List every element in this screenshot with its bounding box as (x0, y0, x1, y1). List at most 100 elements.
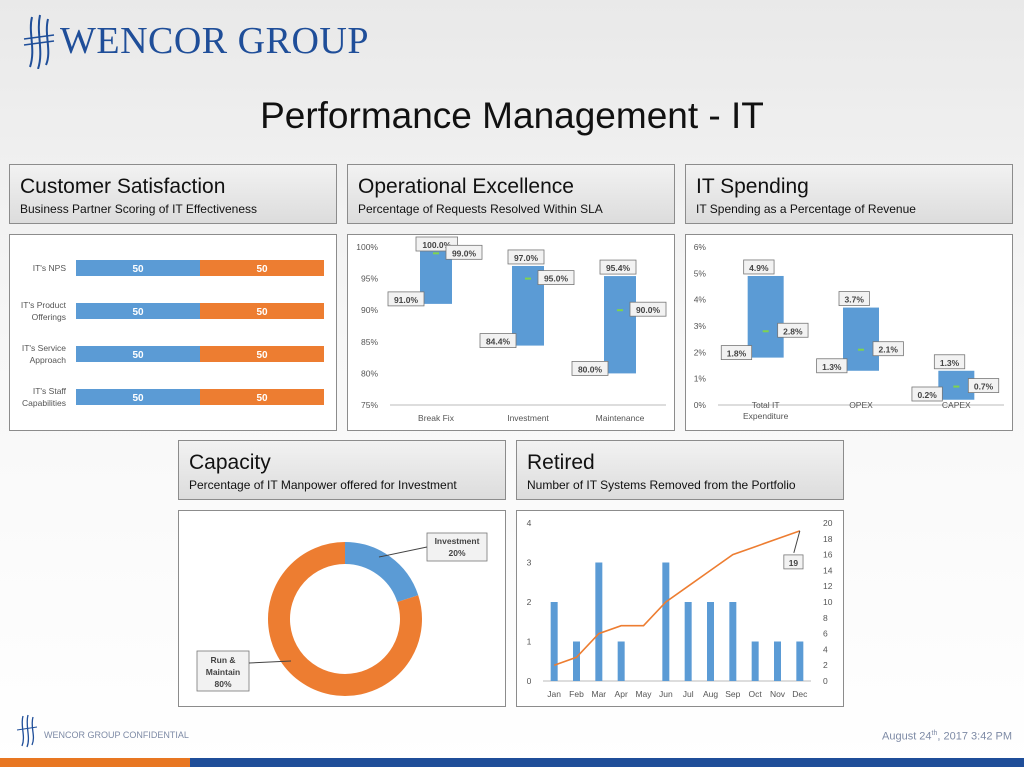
bar-series-1 (76, 260, 200, 276)
retired-chart: 0 1 2 3 4 0 2 4 6 8 10 12 14 16 18 20 Jan Feb Mar Apr May Jun… (516, 510, 844, 707)
bar-series-2 (200, 303, 324, 319)
leader-line (248, 660, 292, 664)
it-spending-header: IT Spending IT Spending as a Percentage … (685, 164, 1013, 224)
capacity-svg: Investment 20% Run & Maintain 80% (196, 532, 488, 696)
x-tick-label: Jun (659, 689, 673, 699)
month-bar (774, 641, 781, 681)
y-tick-label: 4% (694, 295, 707, 305)
y-tick-label: 1 (527, 637, 532, 647)
low-label-box (816, 358, 848, 374)
footer-date: August 24th, 2017 3:42 PM (882, 730, 1012, 743)
high-label-box (838, 291, 870, 306)
y2-tick-label: 10 (823, 597, 833, 607)
category-label: IT's Service (22, 343, 66, 353)
customer-satisfaction-svg: 50 50 IT's NPS 50 50 IT's Product Offerings 50 5… (21, 260, 324, 408)
y-tick-label: 3 (527, 558, 532, 568)
y-tick-label: 95% (361, 274, 378, 284)
x-tick-label: Aug (703, 689, 718, 699)
leader-line (378, 546, 428, 558)
donut-slice (268, 542, 422, 696)
y2-tick-label: 4 (823, 644, 828, 654)
operational-excellence-header: Operational Excellence Percentage of Req… (347, 164, 675, 224)
y-tick-label: 4 (527, 518, 532, 528)
y2-tick-label: 16 (823, 550, 833, 560)
category-label: Total IT (752, 400, 780, 410)
data-label: 50 (132, 350, 144, 361)
page-title: Performance Management - IT (260, 95, 764, 136)
y2-tick-label: 0 (823, 676, 828, 686)
month-bar (796, 641, 804, 681)
mid-label: 95.0% (544, 274, 569, 284)
low-label: 0.2% (917, 390, 937, 400)
y2-tick-label: 18 (823, 534, 833, 544)
logo-text: WENCOR GROUP (60, 20, 369, 62)
y-tick-label: 6% (694, 242, 707, 252)
retired-header: Retired Number of IT Systems Removed fro… (516, 440, 844, 500)
x-tick-label: Nov (770, 689, 786, 699)
low-label-box (720, 345, 753, 360)
high-label-box (933, 354, 966, 370)
mid-label: 99.0% (452, 248, 477, 258)
x-tick-label: Oct (749, 689, 763, 699)
card-title: Customer Satisfaction (20, 175, 226, 198)
category-label: CAPEX (942, 400, 971, 410)
category-label: Capabilities (22, 398, 66, 408)
slice-label: Investment (435, 536, 480, 546)
data-label: 50 (256, 307, 268, 318)
y2-tick-label: 12 (823, 581, 833, 591)
category-label: OPEX (849, 400, 873, 410)
category-label: IT's Product (21, 300, 67, 310)
y-tick-label: 100% (356, 242, 378, 252)
bar-series-2 (200, 346, 324, 362)
x-tick-label: Sep (725, 689, 740, 699)
mid-label-box (777, 322, 809, 338)
leader-line (793, 530, 801, 554)
high-label-box (599, 259, 637, 275)
x-tick-label: Apr (615, 689, 628, 699)
category-label: Maintenance (596, 413, 645, 423)
mid-label: 90.0% (636, 305, 661, 315)
card-title: IT Spending (696, 175, 809, 198)
category-label: Investment (507, 413, 549, 423)
bar-series-1 (76, 303, 200, 319)
high-label-box (507, 249, 545, 265)
card-subtitle: Percentage of Requests Resolved Within S… (358, 202, 603, 216)
category-label: Offerings (32, 312, 66, 322)
month-bar (729, 602, 737, 681)
mid-label-box (872, 341, 904, 357)
y-tick-label: 75% (361, 400, 378, 410)
footer-date-prefix: August 24 (882, 730, 932, 743)
footer-bar-orange (0, 758, 190, 767)
card-subtitle: Percentage of IT Manpower offered for In… (189, 478, 457, 492)
y2-tick-label: 2 (823, 660, 828, 670)
x-tick-label: Dec (792, 689, 808, 699)
data-label: 50 (132, 307, 144, 318)
customer-satisfaction-chart: 50 50 IT's NPS 50 50 IT's Product Offerings 50 5… (9, 234, 337, 431)
y-tick-label: 0% (694, 400, 707, 410)
data-label: 50 (132, 264, 144, 275)
y-tick-label: 85% (361, 337, 378, 347)
category-label: IT's NPS (33, 263, 67, 273)
x-tick-label: Jan (547, 689, 561, 699)
company-logo: WENCOR GROUP (22, 12, 369, 70)
it-spending-chart: 0% 1% 2% 3% 4% 5% 6% 4.9% 1.8% 2.8% Total IT Expend… (685, 234, 1013, 431)
range-bar (843, 307, 879, 371)
month-bar (684, 602, 692, 681)
operational-excellence-chart: 75% 80% 85% 90% 95% 100% 100.0% 91.0% 99.0% Break… (347, 234, 675, 431)
y2-tick-label: 14 (823, 565, 833, 575)
mid-label: 2.8% (783, 326, 803, 336)
low-label: 1.8% (727, 349, 747, 359)
y2-tick-label: 6 (823, 629, 828, 639)
card-subtitle: Business Partner Scoring of IT Effective… (20, 202, 258, 216)
high-label: 100.0% (422, 240, 451, 250)
wencor-logo-icon (23, 14, 55, 69)
bar-series-2 (200, 260, 324, 276)
card-subtitle: IT Spending as a Percentage of Revenue (696, 202, 916, 216)
y-tick-label: 80% (361, 368, 378, 378)
category-label: Break Fix (418, 413, 455, 423)
footer-bar-blue (0, 758, 1024, 767)
end-value-label-box (783, 554, 804, 570)
slice-label: 80% (214, 679, 231, 689)
bar-series-2 (200, 389, 324, 405)
